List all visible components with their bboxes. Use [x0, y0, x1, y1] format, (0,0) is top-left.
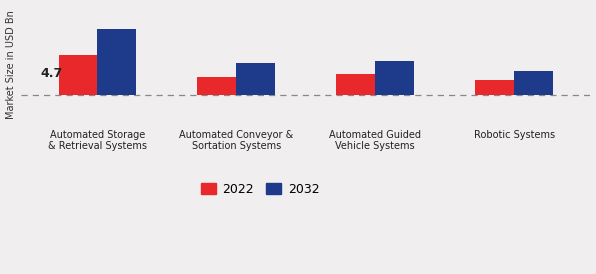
Bar — [197, 76, 237, 95]
Legend: 2022, 2032: 2022, 2032 — [196, 178, 324, 201]
Bar — [98, 29, 136, 95]
Bar — [336, 74, 375, 95]
Bar — [237, 63, 275, 95]
Bar — [514, 71, 553, 95]
Text: 4.7: 4.7 — [41, 67, 63, 80]
Bar — [375, 61, 414, 95]
Bar — [58, 55, 98, 95]
Y-axis label: Market Size in USD Bn: Market Size in USD Bn — [5, 10, 15, 119]
Bar — [475, 80, 514, 95]
